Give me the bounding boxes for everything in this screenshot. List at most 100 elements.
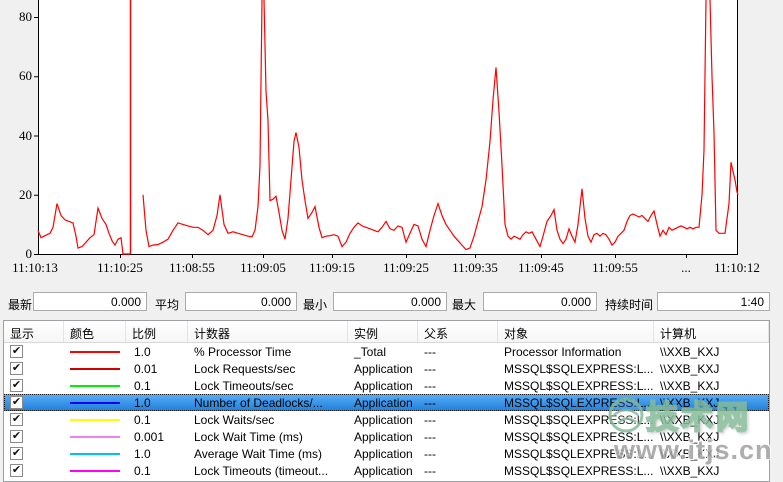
minimum-label: 最小 [303, 298, 328, 312]
counter-row[interactable]: ✔ 0.001 Lock Wait Time (ms) Application --- M… [4, 428, 769, 445]
scale-cell: 0.001 [134, 429, 165, 444]
x-axis-label: 11:08:55 [169, 260, 215, 275]
computer-cell: \\XXB_KXJ [660, 412, 720, 427]
duration-value-box: 1:40 [657, 292, 770, 311]
scale-cell: 1.0 [134, 395, 151, 410]
counter-row[interactable]: ✔ 0.1 Lock Timeouts (timeout... Application… [4, 462, 769, 479]
column-header-1[interactable]: 显示 [4, 321, 64, 342]
computer-cell: \\XXB_KXJ [660, 344, 720, 359]
maximum-value-box: 0.000 [483, 292, 597, 311]
show-checkbox[interactable]: ✔ [10, 413, 23, 426]
show-checkbox[interactable]: ✔ [10, 396, 23, 409]
x-axis-label: 11:09:05 [240, 260, 286, 275]
x-axis-label: 11:10:25 [97, 260, 143, 275]
show-cell: ✔ [4, 447, 64, 460]
counter-row[interactable]: ✔ 0.1 Lock Timeouts/sec Application --- MSSQL… [4, 377, 769, 394]
x-axis-label: 11:09:35 [452, 260, 498, 275]
color-swatch [70, 452, 120, 455]
counter-table-header: 显示 颜色 比例 计数器 实例 父系 对象 计算机 [4, 321, 769, 343]
instance-cell: Application [354, 463, 413, 478]
parent-cell: --- [424, 429, 436, 444]
x-axis-label: 11:10:12 [714, 260, 760, 275]
plot-area [38, 0, 738, 254]
counter-cell: Average Wait Time (ms) [194, 446, 323, 461]
y-axis-label: 0 [25, 246, 33, 261]
show-cell: ✔ [4, 396, 64, 409]
counter-row[interactable]: ✔ 0.1 Lock Waits/sec Application --- MSSQL$SQ… [4, 411, 769, 428]
duration-label: 持续时间 [605, 298, 654, 312]
computer-cell: \\XXB_KXJ [660, 463, 720, 478]
counter-row[interactable]: ✔ 1.0 Average Wait Time (ms) Application ---… [4, 445, 769, 462]
scale-cell: 0.1 [134, 412, 151, 427]
y-axis-label: 80 [19, 9, 32, 24]
show-checkbox[interactable]: ✔ [10, 379, 23, 392]
x-axis-label: 11:09:25 [383, 260, 429, 275]
latest-value-box: 0.000 [33, 292, 147, 311]
x-axis-label: 11:09:55 [592, 260, 638, 275]
instance-cell: _Total [354, 344, 387, 359]
parent-cell: --- [424, 412, 436, 427]
show-cell: ✔ [4, 379, 64, 392]
counter-cell: % Processor Time [194, 344, 292, 359]
computer-cell: \\XXB_KXJ [660, 361, 720, 376]
counter-cell: Lock Requests/sec [194, 361, 296, 376]
parent-cell: --- [424, 361, 436, 376]
object-cell: MSSQL$SQLEXPRESS:L... [504, 361, 654, 376]
column-header-3[interactable]: 比例 [126, 321, 188, 342]
object-cell: MSSQL$SQLEXPRESS:L... [504, 412, 654, 427]
counter-cell: Lock Timeouts (timeout... [194, 463, 329, 478]
column-header-2[interactable]: 颜色 [64, 321, 126, 342]
series-line [37, 203, 130, 255]
color-swatch [70, 384, 120, 387]
show-checkbox[interactable]: ✔ [10, 447, 23, 460]
x-axis-label: ... [681, 260, 691, 275]
object-cell: MSSQL$SQLEXPRESS:L... [504, 429, 654, 444]
show-cell: ✔ [4, 345, 64, 358]
counter-table: 显示 颜色 比例 计数器 实例 父系 对象 计算机 ✔ 1.0 % Processor Time _… [3, 320, 770, 482]
show-cell: ✔ [4, 430, 64, 443]
counter-row[interactable]: ✔ 0.01 Lock Requests/sec Application --- MSSQ… [4, 360, 769, 377]
object-cell: MSSQL$SQLEXPRESS:L... [504, 463, 654, 478]
show-checkbox[interactable]: ✔ [10, 430, 23, 443]
counter-row[interactable]: ✔ 1.0 % Processor Time _Total --- Processor I… [4, 343, 769, 360]
latest-label: 最新 [8, 298, 33, 312]
show-checkbox[interactable]: ✔ [10, 464, 23, 477]
instance-cell: Application [354, 429, 413, 444]
object-cell: MSSQL$SQLEXPRESS:L... [504, 378, 654, 393]
color-cell [64, 452, 126, 455]
counter-row[interactable]: ✔ 1.0 Number of Deadlocks/... Application --… [4, 394, 769, 411]
show-cell: ✔ [4, 413, 64, 426]
counter-cell: Lock Timeouts/sec [194, 378, 294, 393]
column-header-6[interactable]: 父系 [418, 321, 498, 342]
instance-cell: Application [354, 412, 413, 427]
show-checkbox[interactable]: ✔ [10, 362, 23, 375]
color-swatch [70, 350, 120, 353]
show-cell: ✔ [4, 464, 64, 477]
scale-cell: 1.0 [134, 344, 151, 359]
computer-cell: \\XXB_KXJ [660, 429, 720, 444]
column-header-7[interactable]: 对象 [498, 321, 654, 342]
average-value-box: 0.000 [185, 292, 297, 311]
color-cell [64, 367, 126, 370]
object-cell: MSSQL$SQLEXPRESS:L... [504, 395, 654, 410]
column-header-4[interactable]: 计数器 [188, 321, 348, 342]
parent-cell: --- [424, 446, 436, 461]
parent-cell: --- [424, 395, 436, 410]
instance-cell: Application [354, 378, 413, 393]
color-cell [64, 435, 126, 438]
scale-cell: 0.1 [134, 378, 151, 393]
color-swatch [70, 367, 120, 370]
computer-cell: \\XXB_KXJ [660, 395, 720, 410]
scale-cell: 0.01 [134, 361, 158, 376]
column-header-8[interactable]: 计算机 [654, 321, 769, 342]
show-cell: ✔ [4, 362, 64, 375]
show-checkbox[interactable]: ✔ [10, 345, 23, 358]
color-swatch [70, 401, 120, 404]
minimum-value-box: 0.000 [333, 292, 447, 311]
scale-cell: 0.1 [134, 463, 151, 478]
instance-cell: Application [354, 395, 413, 410]
x-axis-label: 11:09:15 [309, 260, 355, 275]
column-header-5[interactable]: 实例 [348, 321, 418, 342]
counter-cell: Lock Waits/sec [194, 412, 275, 427]
